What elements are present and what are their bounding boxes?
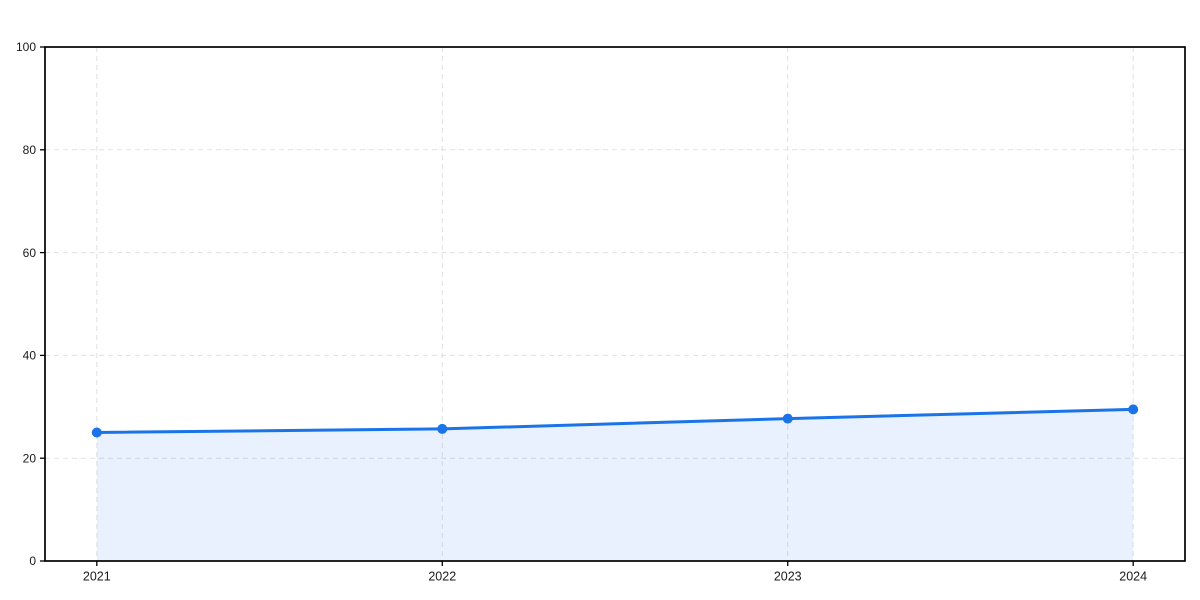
data-point-2024 <box>1128 404 1139 415</box>
x-tick-label-2023: 2023 <box>774 570 802 584</box>
y-tick-label-100: 100 <box>16 40 36 54</box>
x-tick-label-2021: 2021 <box>83 570 111 584</box>
y-tick-label-40: 40 <box>23 349 37 363</box>
y-tick-label-0: 0 <box>29 554 36 568</box>
trend-line <box>95 407 1135 434</box>
x-tick-label-2022: 2022 <box>428 570 456 584</box>
data-point-2021 <box>91 427 102 438</box>
y-tick-label-20: 20 <box>23 451 37 465</box>
plot-border <box>44 46 1186 562</box>
area-fill <box>96 409 1134 561</box>
data-point-2023 <box>782 413 793 424</box>
x-tick-label-2024: 2024 <box>1119 570 1147 584</box>
data-point-2022 <box>437 423 448 434</box>
y-tick-label-80: 80 <box>23 143 37 157</box>
y-tick-label-60: 60 <box>23 246 37 260</box>
